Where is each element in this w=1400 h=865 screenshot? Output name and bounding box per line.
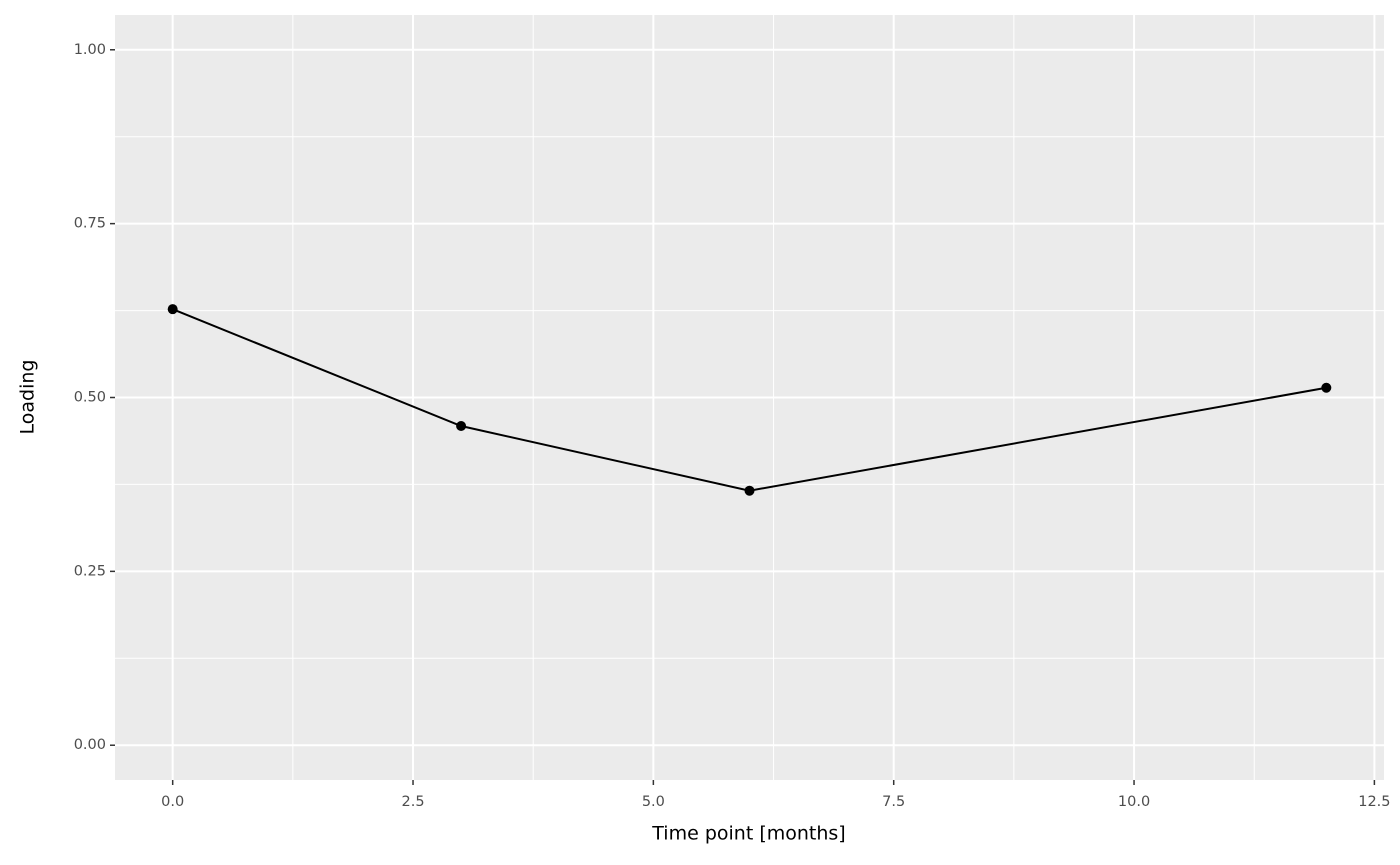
x-tick-label: 10.0 [1118,794,1150,810]
x-tick-label: 7.5 [882,794,905,810]
y-tick-label: 0.75 [74,216,106,232]
data-point [456,421,467,432]
x-tick-label: 0.0 [161,794,184,810]
x-axis-title: Time point [months] [651,823,845,845]
data-line [172,308,1327,492]
y-tick-label: 0.25 [74,563,106,579]
y-tick-label: 0.00 [74,737,106,753]
data-point [1321,382,1332,393]
x-tick-label: 2.5 [401,794,424,810]
x-tick-label: 12.5 [1358,794,1390,810]
y-tick-label: 1.00 [74,42,106,58]
data-point [744,485,755,496]
y-tick-label: 0.50 [74,390,106,406]
x-tick-label: 5.0 [642,794,665,810]
y-axis-title: Loading [17,360,39,435]
data-point [167,304,178,315]
